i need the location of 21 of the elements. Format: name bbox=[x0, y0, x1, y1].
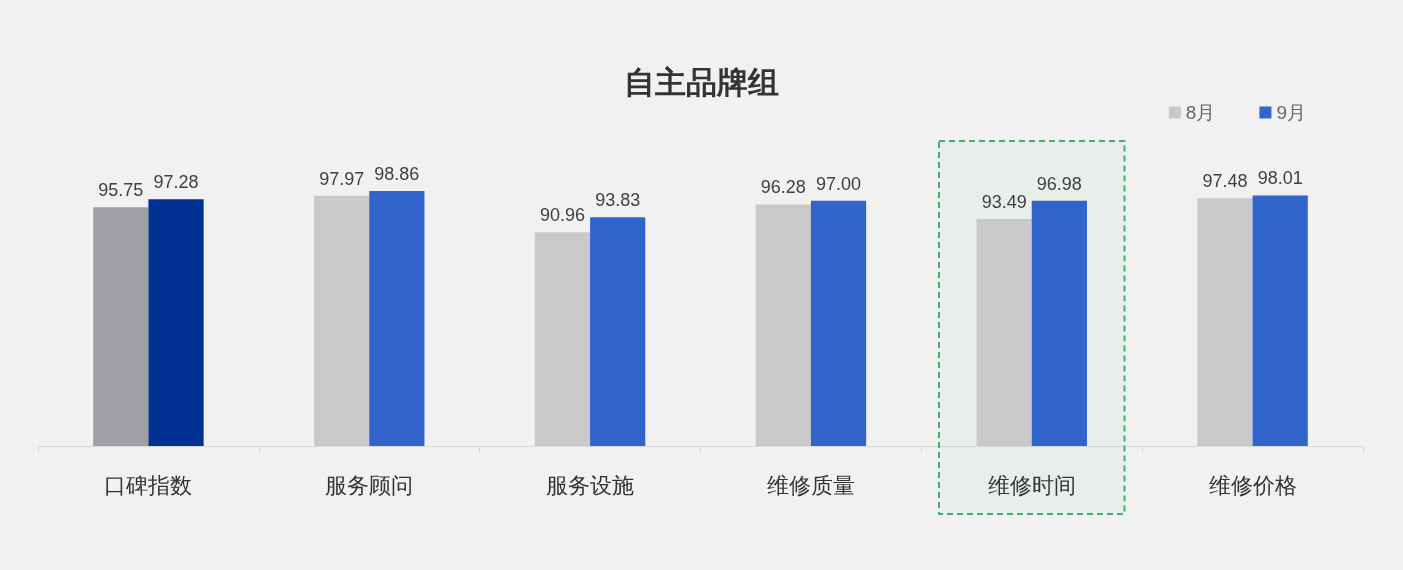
chart-title: 自主品牌组 bbox=[624, 65, 779, 100]
data-label: 97.97 bbox=[319, 168, 365, 189]
legend-label: 8月 bbox=[1185, 102, 1216, 123]
data-label: 95.75 bbox=[98, 180, 144, 201]
legend-label: 9月 bbox=[1276, 102, 1307, 123]
data-label: 93.83 bbox=[595, 190, 641, 211]
data-label: 97.28 bbox=[153, 172, 199, 193]
data-label: 97.00 bbox=[816, 173, 862, 194]
x-tick-label: 服务设施 bbox=[546, 472, 635, 498]
data-label: 97.48 bbox=[1202, 171, 1248, 192]
data-label: 96.98 bbox=[1036, 173, 1082, 194]
x-tick-label: 维修价格 bbox=[1208, 472, 1297, 498]
data-label: 98.86 bbox=[374, 164, 420, 184]
data-label: 98.01 bbox=[1257, 168, 1303, 189]
x-tick-label: 维修质量 bbox=[766, 472, 855, 498]
data-label: 90.96 bbox=[539, 205, 585, 226]
data-label: 96.28 bbox=[760, 177, 806, 198]
data-label: 93.49 bbox=[981, 192, 1027, 213]
x-tick-label: 维修时间 bbox=[987, 472, 1076, 498]
x-tick-label: 口碑指数 bbox=[104, 472, 193, 498]
x-tick-label: 服务顾问 bbox=[325, 472, 414, 498]
